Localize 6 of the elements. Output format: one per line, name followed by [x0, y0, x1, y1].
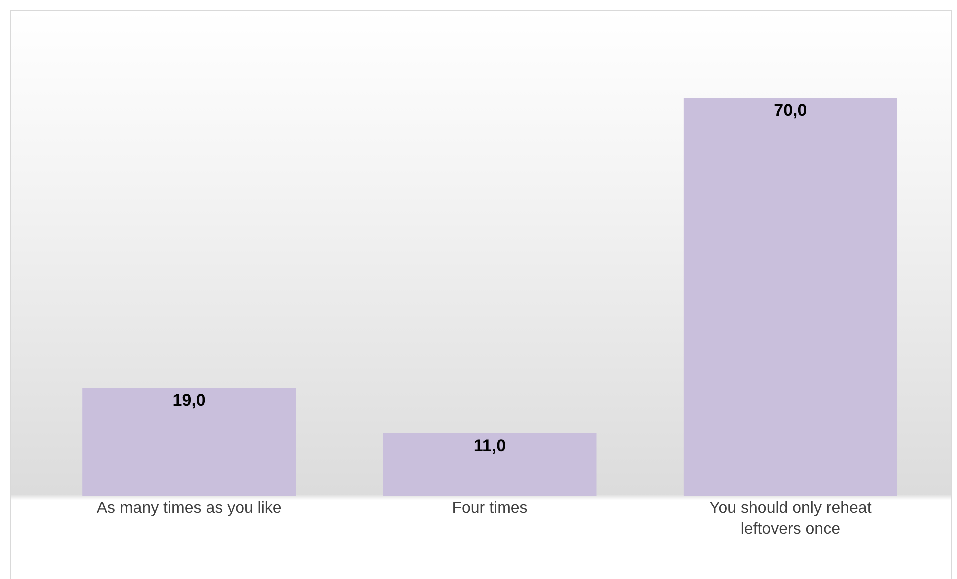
x-tick-label: As many times as you like	[96, 500, 282, 517]
data-label: 19,0	[172, 390, 206, 410]
data-label: 70,0	[774, 101, 808, 120]
x-tick-label: Four times	[452, 500, 528, 517]
x-tick-label: You should only reheat leftovers once	[710, 500, 872, 538]
data-label: 11,0	[474, 436, 506, 456]
